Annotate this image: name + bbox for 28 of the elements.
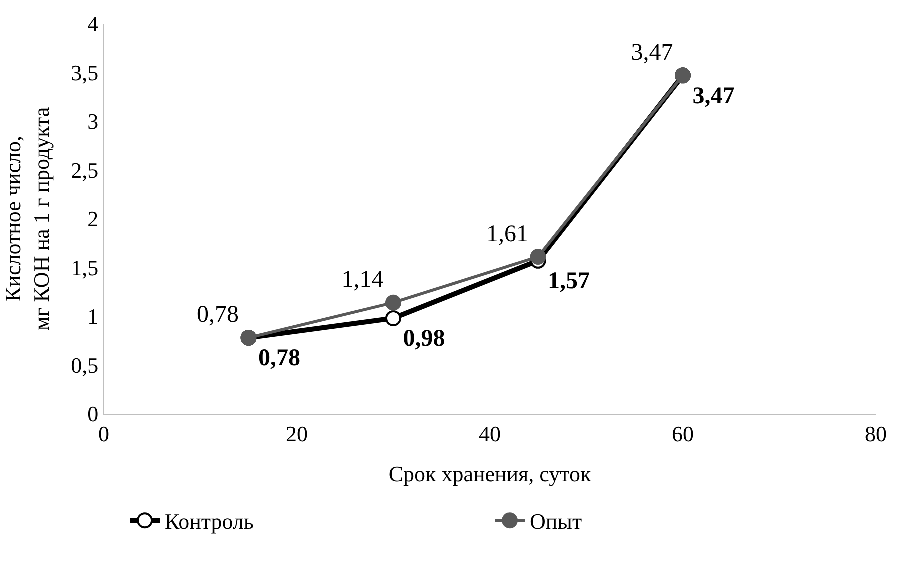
x-tick-label: 60 <box>672 421 694 446</box>
x-axis-title: Срок хранения, суток <box>388 461 592 486</box>
legend-label: Контроль <box>165 509 254 534</box>
legend-label: Опыт <box>530 509 582 534</box>
data-label: 0,78 <box>258 346 300 372</box>
y-tick-label: 4 <box>88 12 99 37</box>
point <box>386 310 402 326</box>
point <box>386 294 402 311</box>
data-label: 3,47 <box>692 83 735 110</box>
x-tick-label: 20 <box>286 421 308 446</box>
y-tick-label: 3 <box>88 109 99 134</box>
data-label: 1,14 <box>342 267 384 294</box>
data-label: 0,98 <box>403 326 446 352</box>
data-label: 1,61 <box>486 221 528 248</box>
x-tick-label: 40 <box>479 421 501 446</box>
y-tick-label: 0,5 <box>71 352 99 378</box>
y-tick-label: 0 <box>88 402 99 427</box>
data-label: 0,78 <box>197 302 239 328</box>
y-tick-label: 1,5 <box>71 255 99 280</box>
y-tick-label: 2 <box>88 206 99 232</box>
data-label: 1,57 <box>548 268 590 295</box>
data-label: 3,47 <box>631 40 674 66</box>
y-tick-label: 3,5 <box>71 60 99 86</box>
y-tick-label: 1 <box>88 304 99 330</box>
y-tick-label: 2,5 <box>71 158 99 183</box>
y-axis-title: Кислотное число, мг КОН на 1 г продукта <box>0 107 54 331</box>
x-tick-label: 80 <box>865 421 887 446</box>
point <box>530 249 546 266</box>
